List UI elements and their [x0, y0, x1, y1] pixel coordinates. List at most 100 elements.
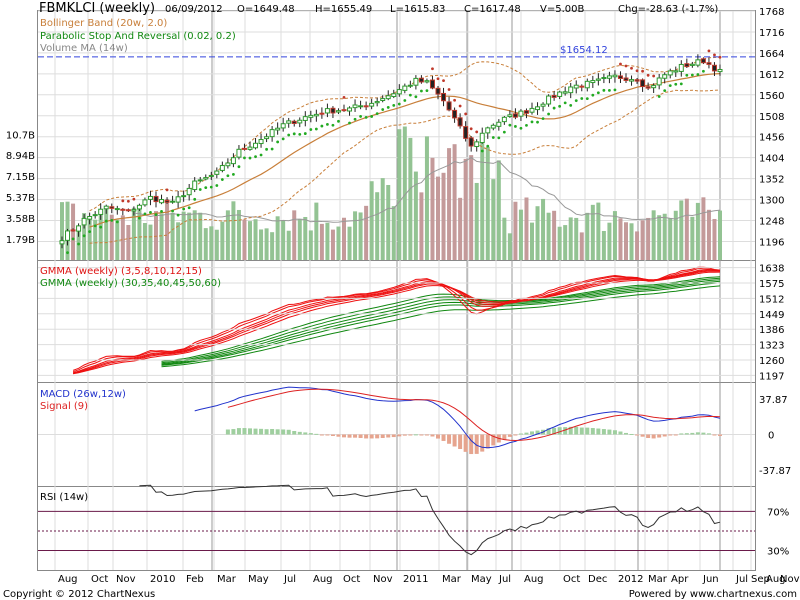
volume-bar — [491, 179, 496, 260]
price-tick-label: 1300 — [759, 196, 784, 207]
candle-body — [136, 204, 142, 210]
macd-histogram-bar — [413, 434, 418, 436]
candle-body — [280, 123, 286, 129]
price-last-label: $1654.12 — [560, 45, 608, 56]
volume-bar — [579, 232, 584, 260]
candle-body — [369, 102, 375, 107]
price-tick-label: 1664 — [759, 49, 784, 60]
sar-dot — [232, 173, 235, 176]
sar-dot — [243, 156, 246, 160]
volume-bar — [695, 202, 700, 260]
candle-body — [424, 80, 430, 83]
volume-bar — [225, 210, 230, 260]
candle-body — [76, 225, 82, 232]
sar-dot — [536, 120, 539, 124]
volume-bar — [60, 202, 64, 260]
volume-bar — [557, 226, 562, 260]
sar-dot — [121, 199, 125, 203]
sar-dot — [502, 130, 506, 134]
candle-body — [656, 77, 662, 86]
candle-body — [275, 127, 281, 131]
sar-dot — [436, 77, 440, 81]
candle-body — [219, 165, 225, 171]
sar-dot — [641, 69, 644, 73]
x-tick-label: May — [471, 574, 492, 585]
price-tick-label: 1196 — [759, 237, 784, 248]
x-tick-label: May — [248, 574, 269, 585]
price-series — [38, 49, 755, 255]
sar-dot — [690, 73, 694, 77]
sar-dot — [591, 93, 595, 97]
macd-histogram-bar — [712, 434, 717, 436]
volume-bar — [546, 212, 551, 260]
volume-bar — [530, 222, 534, 260]
candle-body — [402, 85, 408, 91]
gmma-short-line — [72, 268, 721, 374]
macd-histogram-bar — [557, 427, 562, 435]
sar-dot — [342, 95, 346, 99]
macd-histogram-bar — [469, 434, 474, 455]
macd-histogram-bar — [225, 429, 230, 435]
candle-body — [490, 124, 496, 129]
macd-histogram-bar — [601, 429, 606, 435]
sar-dot — [431, 67, 434, 71]
volume-bar — [375, 192, 380, 260]
candle-body — [153, 195, 159, 203]
volume-bar — [480, 138, 485, 260]
volume-tick-label: 5.37B — [6, 193, 35, 204]
sar-dot — [685, 73, 689, 77]
volume-bar — [297, 219, 302, 260]
candle-body — [651, 85, 657, 89]
sar-dot — [514, 125, 517, 128]
x-tick-label: Oct — [563, 574, 580, 585]
candle-body — [363, 105, 369, 108]
legend-macd: MACD (26w,12w) — [40, 389, 126, 400]
sar-dot — [630, 66, 633, 70]
volume-bar — [424, 136, 429, 260]
gmma-long-line — [161, 285, 721, 368]
macd-histogram-bar — [673, 434, 678, 436]
macd-histogram-bar — [419, 434, 424, 436]
macd-histogram-bar — [480, 434, 485, 452]
x-tick-label: Nov — [116, 574, 136, 585]
candle-body — [319, 112, 325, 115]
macd-histogram-bar — [325, 434, 330, 436]
sar-dot — [220, 178, 224, 181]
macd-histogram-bar — [380, 434, 385, 438]
volume-bar — [474, 182, 479, 260]
candle-body — [711, 64, 717, 72]
candle-body — [230, 157, 236, 165]
candle-body — [330, 107, 336, 114]
volume-bar — [541, 198, 546, 260]
candle-body — [463, 126, 469, 139]
macd-histogram-bar — [259, 428, 264, 435]
gmma-tick-label: 1197 — [759, 371, 784, 382]
volume-bar — [154, 211, 158, 260]
candle-body — [413, 77, 419, 86]
sar-dot — [331, 123, 335, 127]
macd-histogram-bar — [590, 428, 595, 435]
candle-body — [429, 79, 435, 89]
candle-body — [380, 98, 386, 101]
sar-dot — [464, 112, 468, 116]
volume-bar — [319, 223, 324, 260]
candle-body — [573, 84, 579, 89]
macd-histogram-bar — [330, 434, 335, 436]
price-tick-label: 1612 — [759, 70, 784, 81]
volume-bar — [347, 226, 352, 260]
chart-symbol: FBMKLCI (weekly) — [39, 1, 155, 16]
macd-histogram-bar — [358, 434, 363, 438]
candle-body — [120, 208, 126, 211]
volume-bar — [314, 202, 319, 260]
volume-bar — [369, 181, 374, 260]
candle-body — [612, 74, 618, 78]
volume-bar — [87, 216, 92, 260]
volume-bar — [662, 213, 667, 260]
candle-body — [606, 75, 612, 79]
macd-histogram-bar — [336, 434, 341, 437]
volume-bar — [601, 230, 606, 260]
sar-dot — [696, 73, 700, 76]
candle-body — [418, 77, 424, 83]
candle-body — [313, 113, 319, 117]
sar-dot — [160, 210, 163, 213]
